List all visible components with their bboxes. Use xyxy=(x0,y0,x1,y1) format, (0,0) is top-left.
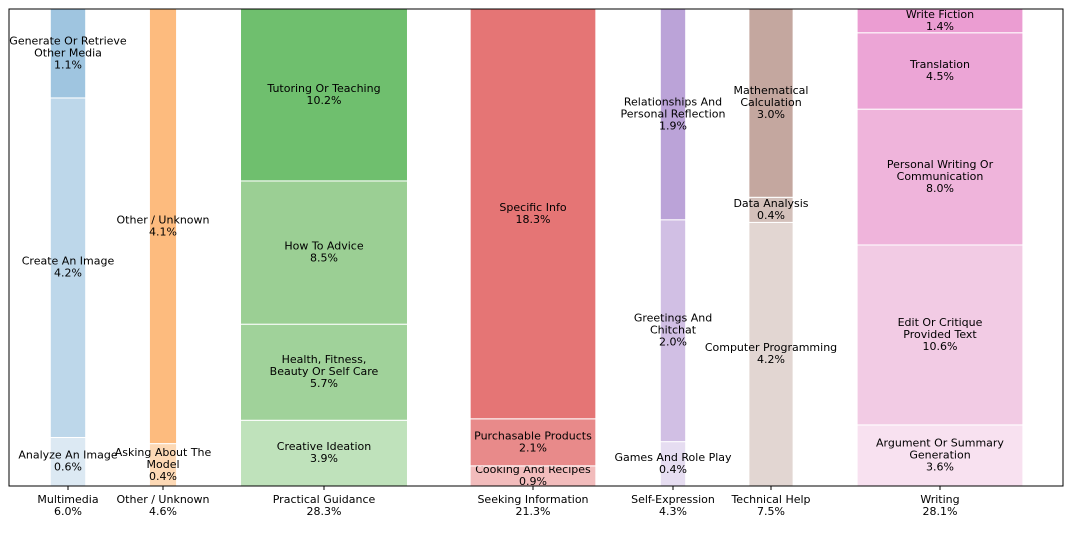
x-tick-label: Self-Expression xyxy=(631,493,715,506)
segment-label: Generate Or Retrieve xyxy=(9,34,127,47)
segment-label: Health, Fitness, xyxy=(282,353,367,366)
segment xyxy=(748,221,794,487)
segment-value: 4.2% xyxy=(54,267,82,280)
segment-label: Chitchat xyxy=(650,324,697,337)
segment-value: 5.7% xyxy=(310,377,338,390)
segment xyxy=(49,97,87,438)
segment-label: Beauty Or Self Care xyxy=(270,365,379,378)
plot-frame xyxy=(8,8,1064,487)
x-tick-label: Practical Guidance xyxy=(273,493,376,506)
segment-label: Tutoring Or Teaching xyxy=(266,82,380,95)
segment xyxy=(856,244,1024,426)
segment-label: Specific Info xyxy=(499,201,566,214)
segment-label: Mathematical xyxy=(734,84,809,97)
segment-value: 1.9% xyxy=(659,119,687,132)
x-tick-label: Seeking Information xyxy=(477,493,588,506)
x-tick-total: 6.0% xyxy=(54,505,82,518)
segment-label: Edit Or Critique xyxy=(898,316,983,329)
segment-value: 10.6% xyxy=(923,340,958,353)
segment-label: Creative Ideation xyxy=(277,440,371,453)
segment-label: Computer Programming xyxy=(705,341,837,354)
segment-label: Personal Writing Or xyxy=(887,158,994,171)
segment xyxy=(240,323,408,421)
x-tick-label: Technical Help xyxy=(730,493,810,506)
segment-value: 3.9% xyxy=(310,452,338,465)
x-tick-total: 21.3% xyxy=(516,505,551,518)
segment-label: Games And Role Play xyxy=(614,451,732,464)
x-tick-label: Other / Unknown xyxy=(117,493,210,506)
segment-value: 4.2% xyxy=(757,353,785,366)
segment-label: Personal Reflection xyxy=(621,107,726,120)
segment xyxy=(49,436,87,487)
segment-value: 2.1% xyxy=(519,441,547,454)
segment-label: Relationships And xyxy=(624,95,722,108)
segment xyxy=(240,8,408,182)
segment-value: 10.2% xyxy=(307,94,342,107)
x-tick-total: 7.5% xyxy=(757,505,785,518)
segment xyxy=(240,419,408,487)
segment-value: 8.5% xyxy=(310,252,338,265)
segment-label: Calculation xyxy=(740,96,801,109)
segment-value: 0.4% xyxy=(659,463,687,476)
segment-value: 4.5% xyxy=(926,70,954,83)
segment-value: 0.9% xyxy=(519,475,547,488)
segment xyxy=(748,8,794,198)
segment-label: Purchasable Products xyxy=(474,429,592,442)
segment-value: 2.0% xyxy=(659,336,687,349)
segment xyxy=(748,196,794,223)
segment-value: 18.3% xyxy=(516,213,551,226)
segment-label: Model xyxy=(146,458,179,471)
segment xyxy=(469,418,597,467)
segment-label: Asking About The xyxy=(115,446,212,459)
segment xyxy=(240,180,408,325)
segment-label: Analyze An Image xyxy=(18,449,118,462)
segment xyxy=(659,8,687,221)
segment-label: Generation xyxy=(909,448,970,461)
segment-label: How To Advice xyxy=(284,240,363,253)
segment-label: Data Analysis xyxy=(733,197,808,210)
segment xyxy=(49,8,87,99)
x-tick-total: 28.1% xyxy=(923,505,958,518)
segment xyxy=(469,8,597,420)
segment-value: 8.0% xyxy=(926,182,954,195)
x-tick-total: 28.3% xyxy=(307,505,342,518)
segment-label: Other Media xyxy=(34,46,102,59)
segment-label: Provided Text xyxy=(903,328,977,341)
x-tick-label: Writing xyxy=(920,493,959,506)
segment-label: Translation xyxy=(909,58,970,71)
segment-value: 1.1% xyxy=(54,58,82,71)
segment-label: Other / Unknown xyxy=(117,213,210,226)
x-tick-label: Multimedia xyxy=(37,493,98,506)
segment xyxy=(659,219,687,443)
segment-label: Create An Image xyxy=(22,255,115,268)
segment-label: Write Fiction xyxy=(906,8,974,21)
segment xyxy=(856,32,1024,110)
x-tick-total: 4.6% xyxy=(149,505,177,518)
segment xyxy=(856,108,1024,246)
segment-value: 3.0% xyxy=(757,108,785,121)
segment-label: Communication xyxy=(897,170,984,183)
segment-label: Greetings And xyxy=(634,312,712,325)
x-tick-total: 4.3% xyxy=(659,505,687,518)
segment-value: 0.4% xyxy=(757,209,785,222)
segment-value: 0.4% xyxy=(149,470,177,483)
segment-value: 3.6% xyxy=(926,460,954,473)
segment-value: 0.6% xyxy=(54,461,82,474)
segment-label: Argument Or Summary xyxy=(876,436,1004,449)
segment-value: 1.4% xyxy=(926,20,954,33)
segment xyxy=(148,8,178,445)
segment-value: 4.1% xyxy=(149,225,177,238)
